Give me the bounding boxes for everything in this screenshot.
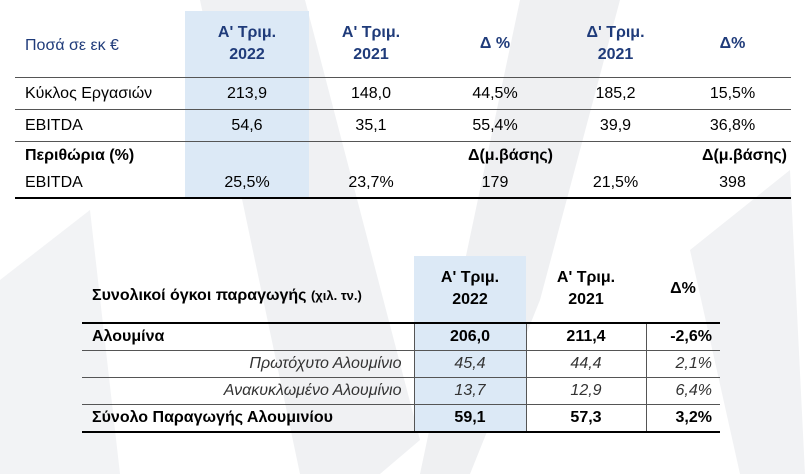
cell: 21,5% <box>557 169 674 199</box>
cell: 55,4% <box>433 109 557 142</box>
cell: 54,6 <box>185 109 309 142</box>
margins-header-row: Περιθώρια (%) Δ(μ.βάσης) Δ(μ.βάσης) <box>15 141 791 170</box>
table-row: Κύκλος Εργασιών 213,9 148,0 44,5% 185,2 … <box>15 77 791 110</box>
header-row: Συνολικοί όγκοι παραγωγής (χιλ. τν.) Α' … <box>82 256 720 324</box>
col-header-q1-2021: Α' Τριμ. 2021 <box>309 11 433 78</box>
row-label-ebitda-margin: EBITDA <box>15 169 185 199</box>
table-row: Ανακυκλωμένο Αλουμίνιο 13,7 12,9 6,4% <box>82 377 720 405</box>
cell: 44,4 <box>525 350 646 378</box>
col-header-q1-2022: Α' Τριμ. 2022 <box>185 11 309 78</box>
row-label-revenue: Κύκλος Εργασιών <box>15 77 185 110</box>
table-row: Αλουμίνα 206,0 211,4 -2,6% <box>82 323 720 351</box>
table-row: EBITDA 54,6 35,1 55,4% 39,9 36,8% <box>15 109 791 142</box>
cell: 35,1 <box>309 109 433 142</box>
col-header-q4-2021: Δ' Τριμ. 2021 <box>557 11 674 78</box>
cell <box>185 141 309 169</box>
margins-label: Περιθώρια (%) <box>25 146 135 164</box>
col-header-delta-pct: Δ% <box>646 256 720 324</box>
cell: 179 <box>433 169 557 199</box>
production-label: Συνολικοί όγκοι παραγωγής (χιλ. τν.) <box>82 256 414 324</box>
cell: 211,4 <box>525 323 646 351</box>
row-label-alumina: Αλουμίνα <box>82 323 414 351</box>
cell: 3,2% <box>645 404 720 433</box>
cell: 57,3 <box>525 404 646 433</box>
col-header-q1-2022: Α' Τριμ. 2022 <box>414 256 526 324</box>
cell: 6,4% <box>645 377 720 405</box>
delta-basis-label-2: Δ(μ.βάσης) <box>701 146 787 164</box>
row-label-total-aluminium: Σύνολο Παραγωγής Αλουμινίου <box>82 404 414 433</box>
cell: 213,9 <box>185 77 309 110</box>
cell: -2,6% <box>645 323 720 351</box>
cell: 148,0 <box>309 77 433 110</box>
cell: 398 <box>674 169 791 199</box>
col-header-delta-pct: Δ % <box>433 11 557 78</box>
cell <box>557 142 674 170</box>
cell: 45,4 <box>413 350 526 378</box>
col-header-delta-pct-2: Δ% <box>674 11 791 78</box>
cell: 185,2 <box>557 77 674 110</box>
cell: 15,5% <box>674 77 791 110</box>
cell: 44,5% <box>433 77 557 110</box>
table-row: Πρωτόχυτο Αλουμίνιο 45,4 44,4 2,1% <box>82 350 720 378</box>
header-row: Ποσά σε εκ € Α' Τριμ. 2022 Α' Τριμ. 2021 Δ… <box>15 11 791 78</box>
cell: 39,9 <box>557 109 674 142</box>
table-row: EBITDA 25,5% 23,7% 179 21,5% 398 <box>15 169 791 199</box>
production-volumes-table: Συνολικοί όγκοι παραγωγής (χιλ. τν.) Α' … <box>82 256 720 433</box>
unit-label: (χιλ. τν.) <box>310 288 362 303</box>
cell: 13,7 <box>413 377 526 405</box>
cell: 23,7% <box>309 169 433 199</box>
financial-results-table: Ποσά σε εκ € Α' Τριμ. 2022 Α' Τριμ. 2021 Δ… <box>15 11 791 199</box>
delta-basis-label: Δ(μ.βάσης) <box>467 146 553 164</box>
cell: 2,1% <box>645 350 720 378</box>
row-label-primary-aluminium: Πρωτόχυτο Αλουμίνιο <box>82 350 414 378</box>
cell: 25,5% <box>185 169 309 199</box>
cell: 36,8% <box>674 109 791 142</box>
row-label-ebitda: EBITDA <box>15 109 185 142</box>
table-row: Σύνολο Παραγωγής Αλουμινίου 59,1 57,3 3,… <box>82 404 720 433</box>
amounts-label: Ποσά σε εκ € <box>15 11 185 78</box>
col-header-q1-2021: Α' Τριμ. 2021 <box>526 256 646 324</box>
cell <box>309 142 433 170</box>
row-label-recycled-aluminium: Ανακυκλωμένο Αλουμίνιο <box>82 377 414 405</box>
cell: 206,0 <box>413 323 526 351</box>
cell: 59,1 <box>413 404 526 433</box>
cell: 12,9 <box>525 377 646 405</box>
